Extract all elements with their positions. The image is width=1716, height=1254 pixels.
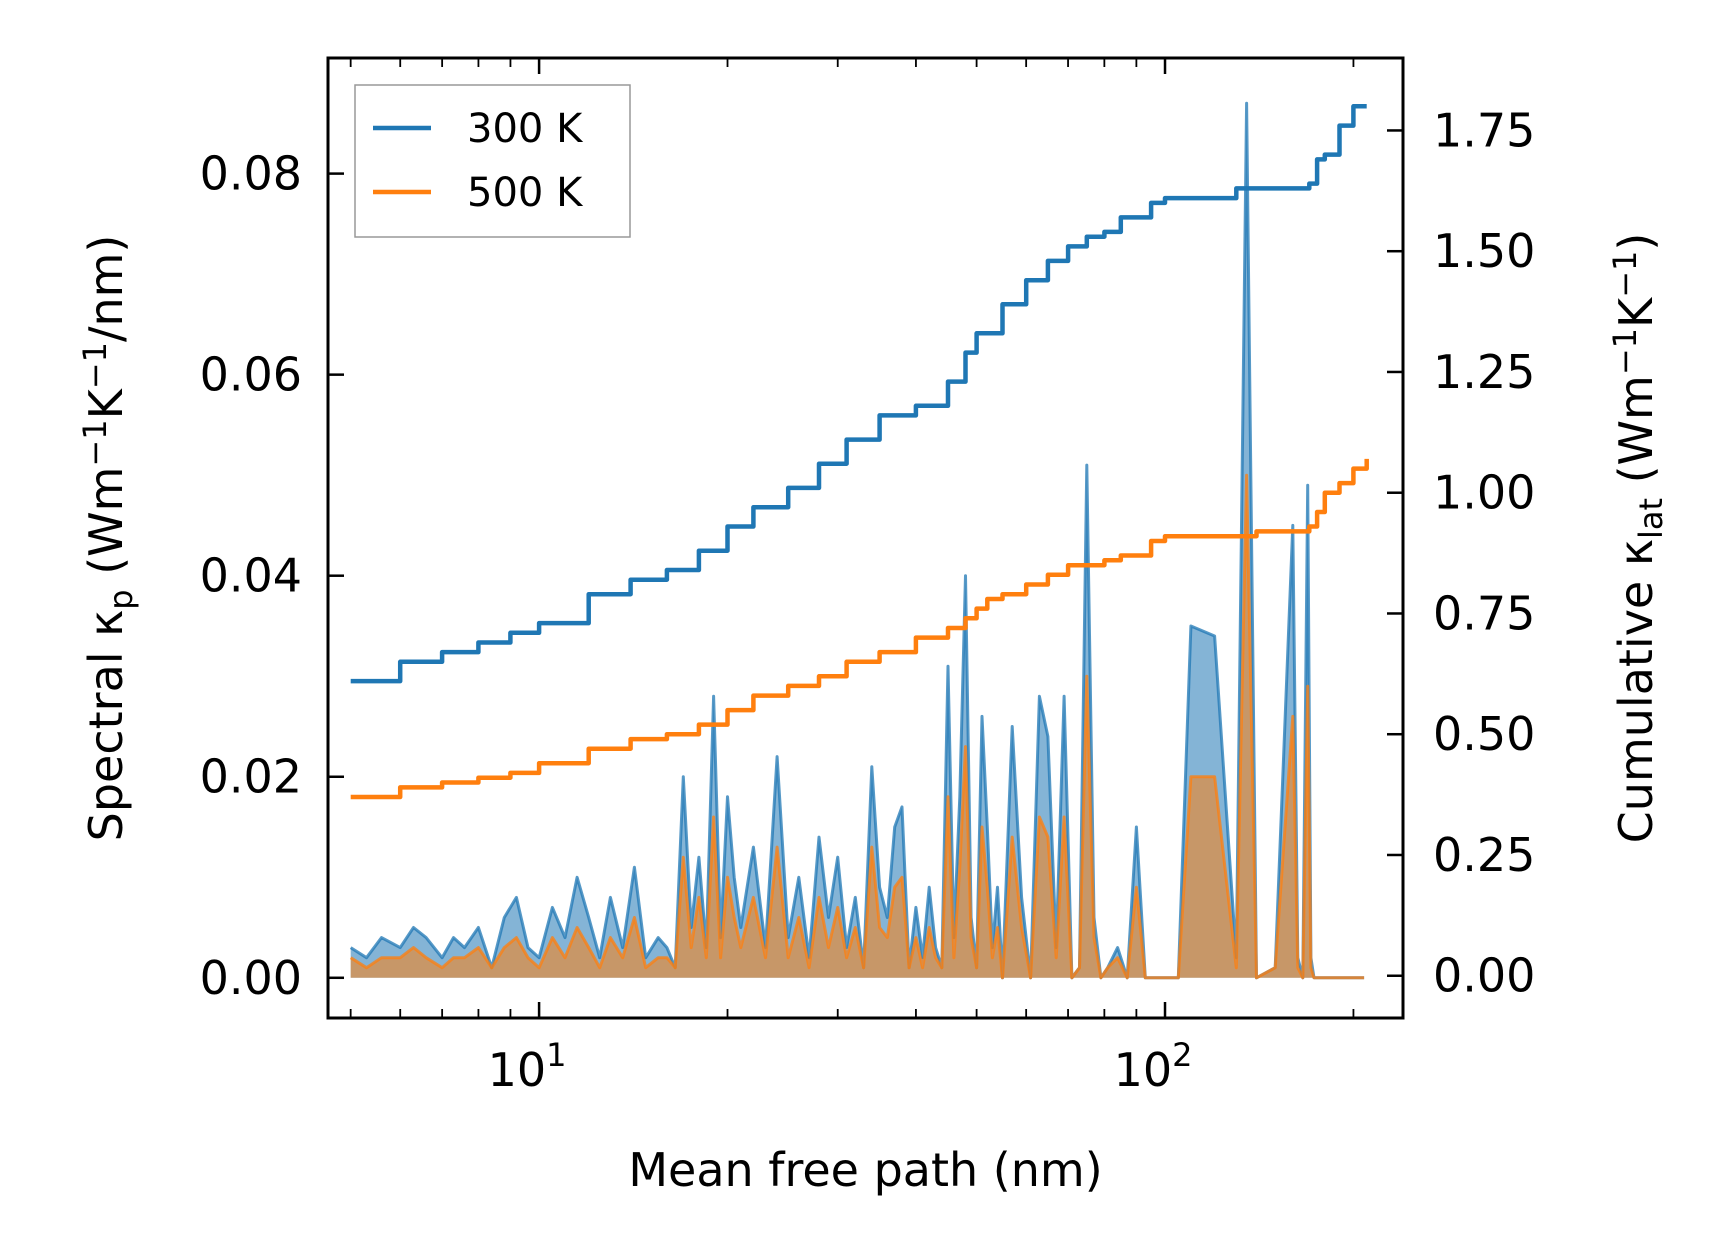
axis-ticks: 101 1020.000.020.040.060.080.000.250.500.…	[200, 58, 1535, 1097]
y-left-tick-label-0: 0.00	[200, 951, 302, 1005]
left-y-label-sub: p	[102, 589, 140, 609]
right-y-axis-label: Cumulative κlat (Wm−1K−1)	[1606, 233, 1670, 844]
y-left-tick-label-2: 0.04	[200, 549, 302, 603]
left-y-label-sup1: −1	[76, 419, 114, 466]
x-tick-label-1: 102	[1114, 1036, 1193, 1097]
plot-frame	[326, 56, 1405, 1020]
spectral-fills	[349, 101, 1365, 980]
x-axis-label: Mean free path (nm)	[628, 1143, 1102, 1197]
left-y-label-mid: K	[79, 387, 133, 419]
y-right-tick-label-4: 1.00	[1433, 466, 1535, 520]
y-left-tick-label-3: 0.06	[200, 348, 302, 402]
y-right-tick-label-0: 0.00	[1433, 949, 1535, 1003]
right-y-label-main: Cumulative κ	[1609, 539, 1663, 843]
left-y-label-sup2: −1	[76, 342, 114, 389]
cumulative-line-1	[350, 458, 1369, 800]
right-y-label-mid: K	[1609, 296, 1663, 328]
cumulative-line-0	[350, 104, 1367, 684]
x-tick-label-exponent: 2	[1172, 1036, 1192, 1074]
left-y-label-main: Spectral κ	[79, 610, 133, 842]
right-y-label-sup2: −1	[1606, 251, 1644, 298]
x-tick-label-exponent: 1	[546, 1036, 566, 1074]
right-y-label-close: )	[1609, 233, 1663, 251]
spectral-line-1	[349, 473, 1365, 980]
left-y-label-open: (Wm	[79, 467, 133, 590]
y-right-tick-label-6: 1.50	[1433, 224, 1535, 278]
x-tick-label-base: 10	[1114, 1043, 1173, 1097]
y-right-tick-label-3: 0.75	[1433, 586, 1535, 640]
legend: 300 K 500 K	[354, 84, 631, 238]
x-tick-label-0: 101	[488, 1036, 567, 1097]
y-right-tick-label-5: 1.25	[1433, 345, 1535, 399]
legend-label-500k: 500 K	[467, 170, 584, 216]
y-right-tick-label-2: 0.50	[1433, 707, 1535, 761]
y-left-tick-label-1: 0.02	[200, 750, 302, 804]
y-right-tick-label-7: 1.75	[1433, 103, 1535, 157]
y-right-tick-label-1: 0.25	[1433, 828, 1535, 882]
x-tick-label-base: 10	[488, 1043, 547, 1097]
right-y-label-open: (Wm	[1609, 375, 1663, 498]
legend-label-300k: 300 K	[467, 106, 584, 152]
left-y-axis-label: Spectral κp (Wm−1K−1/nm)	[76, 235, 140, 842]
spectral-line-0	[349, 101, 1365, 980]
right-y-label-sub: lat	[1632, 498, 1670, 539]
cumulative-lines	[350, 104, 1369, 800]
legend-box	[354, 84, 631, 238]
left-y-label-close: /nm)	[79, 235, 133, 342]
right-y-label-sup1: −1	[1606, 328, 1644, 375]
y-left-tick-label-4: 0.08	[200, 147, 302, 201]
